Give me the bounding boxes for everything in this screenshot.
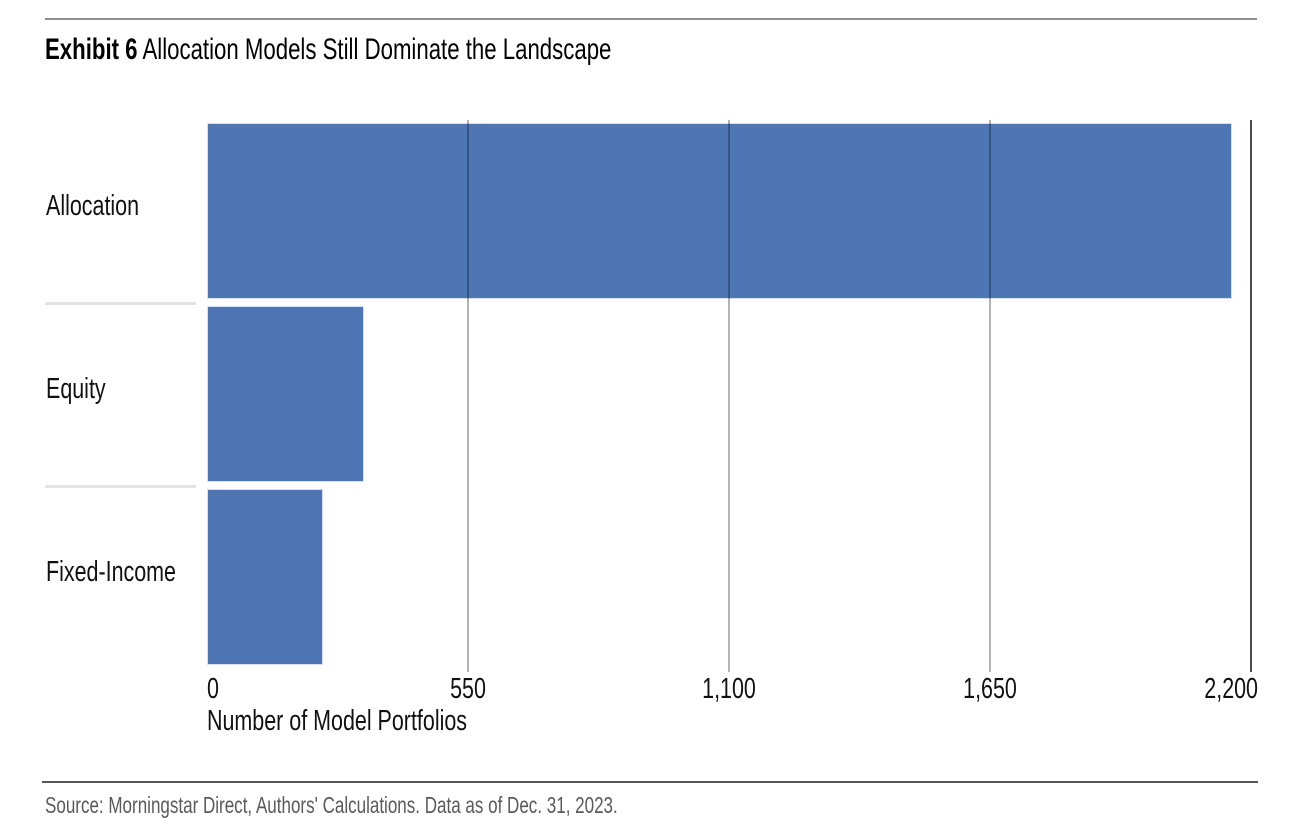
row-separator: [45, 485, 196, 489]
chart-title: Exhibit 6 Allocation Models Still Domina…: [45, 30, 1081, 70]
category-label: Fixed-Income: [46, 556, 176, 589]
gridline-550: [467, 120, 469, 672]
source-note: Source: Morningstar Direct, Authors' Cal…: [45, 792, 618, 818]
x-tick-label: 1,100: [702, 673, 756, 705]
bar-fixed-income: [207, 489, 324, 666]
category-label: Allocation: [46, 189, 140, 222]
gridline-2200: [1250, 120, 1252, 672]
bar-equity: [207, 305, 364, 483]
x-tick-label: 0: [207, 673, 219, 705]
row-separator: [45, 301, 196, 305]
x-tick-label: 1,650: [963, 673, 1017, 705]
x-axis-title: Number of Model Portfolios: [207, 705, 468, 737]
gridline-1100: [728, 120, 730, 672]
bottom-divider: [42, 781, 1258, 783]
title-text: Allocation Models Still Dominate the Lan…: [137, 33, 612, 66]
exhibit-number: Exhibit 6: [45, 33, 138, 66]
category-label: Equity: [46, 373, 106, 405]
x-tick-label: 550: [450, 673, 486, 705]
x-tick-label: 2,200: [1204, 673, 1258, 705]
top-divider: [45, 18, 1257, 20]
gridline-1650: [989, 120, 991, 672]
bar-allocation: [207, 122, 1233, 299]
